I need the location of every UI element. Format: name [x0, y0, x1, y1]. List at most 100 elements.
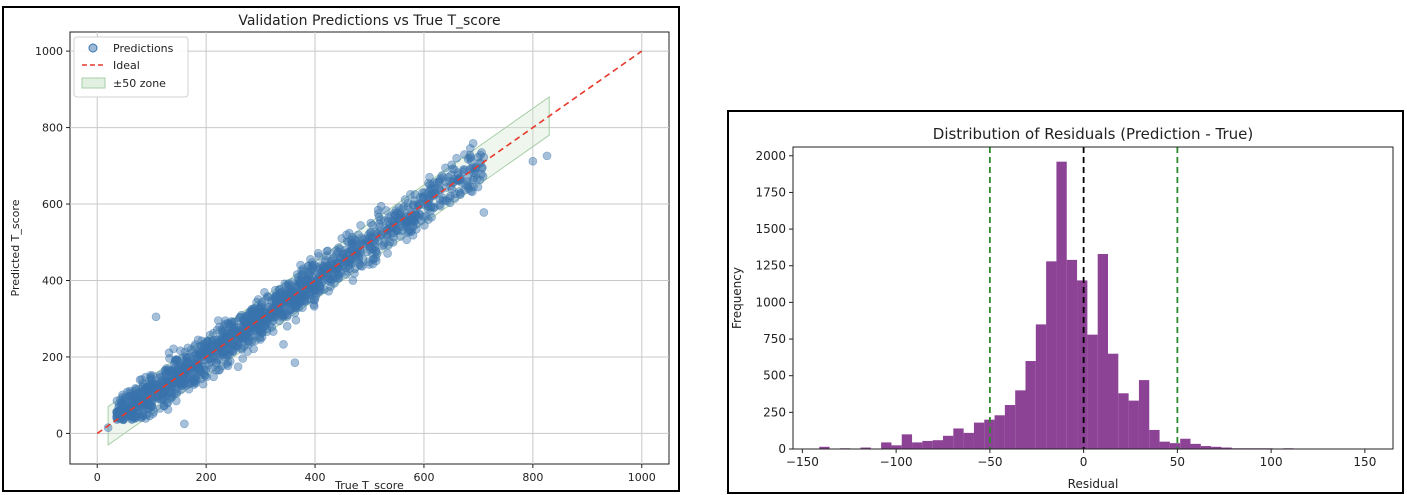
histogram-bar	[1087, 334, 1098, 449]
scatter-point	[313, 263, 322, 272]
scatter-point	[126, 391, 135, 401]
scatter-point	[468, 139, 478, 148]
scatter-point	[265, 313, 275, 323]
scatter-point	[424, 178, 433, 188]
scatter-point	[460, 150, 469, 159]
scatter-point	[348, 276, 358, 285]
scatter-point	[131, 394, 141, 404]
scatter-point	[409, 201, 419, 211]
scatter-point	[220, 316, 230, 325]
scatter-point	[478, 172, 488, 181]
scatter-point	[212, 325, 222, 335]
histogram-bar	[922, 440, 933, 449]
scatter-point	[321, 255, 330, 265]
scatter-point	[373, 209, 383, 218]
histogram-bar	[901, 434, 913, 449]
scatter-point	[204, 360, 213, 370]
scatter-point	[400, 195, 410, 204]
scatter-point	[148, 371, 157, 380]
scatter-point	[151, 312, 161, 322]
scatter-point	[292, 279, 302, 289]
y-tick-label: 1750	[755, 185, 786, 199]
scatter-point	[386, 211, 396, 221]
scatter-point	[460, 165, 470, 174]
scatter-point	[271, 291, 280, 301]
scatter-point	[294, 295, 303, 304]
scatter-point	[170, 369, 180, 378]
scatter-point	[188, 375, 198, 385]
histogram-bar	[1190, 443, 1201, 449]
scatter-point	[436, 174, 445, 184]
scatter-point	[258, 303, 267, 312]
scatter-point	[183, 343, 193, 353]
scatter-point	[163, 405, 173, 414]
scatter-point	[415, 210, 425, 219]
scatter-point	[202, 372, 211, 382]
histogram-bar	[819, 446, 830, 449]
scatter-point	[193, 335, 203, 345]
histogram-bar	[1128, 400, 1139, 449]
scatter-point	[296, 260, 305, 270]
scatter-point	[249, 304, 258, 314]
scatter-point	[304, 289, 314, 299]
scatter-point	[328, 264, 337, 274]
histogram-bar	[943, 435, 954, 449]
scatter-point	[137, 413, 146, 423]
scatter-point	[142, 410, 151, 420]
scatter-point	[264, 302, 273, 312]
x-tick-label: 600	[413, 471, 434, 484]
scatter-point	[264, 292, 273, 302]
scatter-point	[424, 194, 433, 203]
histogram-bar	[1138, 380, 1150, 449]
scatter-point	[418, 192, 428, 201]
scatter-point	[270, 310, 279, 320]
scatter-point	[278, 287, 287, 297]
histogram-bar	[881, 442, 892, 449]
scatter-point	[305, 278, 315, 288]
plot-area	[792, 146, 1394, 450]
scatter-point	[319, 265, 329, 274]
histogram-bar	[1046, 261, 1057, 449]
scatter-point	[314, 280, 324, 290]
scatter-point	[312, 288, 321, 298]
scatter-point	[444, 172, 453, 182]
scatter-point	[319, 262, 329, 271]
y-tick-label: 1250	[755, 259, 786, 273]
scatter-point	[426, 201, 436, 211]
x-tick-label: −100	[880, 455, 913, 469]
histogram-bar	[860, 447, 871, 449]
scatter-point	[280, 279, 290, 289]
scatter-point	[295, 279, 305, 289]
scatter-point	[342, 236, 352, 246]
scatter-point	[361, 234, 370, 244]
scatter-point	[346, 255, 355, 265]
scatter-point	[349, 238, 358, 247]
scatter-point	[211, 365, 221, 375]
scatter-point	[254, 324, 264, 333]
scatter-point	[153, 380, 163, 390]
scatter-point	[288, 288, 298, 297]
scatter-point	[465, 144, 475, 153]
scatter-point	[210, 341, 219, 351]
histogram-bar	[1077, 280, 1088, 449]
scatter-point	[244, 339, 254, 349]
scatter-point	[291, 315, 301, 325]
scatter-point	[438, 196, 448, 205]
scatter-point	[121, 399, 130, 409]
x-tick-label: 800	[522, 471, 543, 484]
scatter-point	[356, 221, 365, 230]
histogram-bar	[912, 442, 923, 449]
scatter-point	[326, 277, 335, 287]
scatter-point	[410, 190, 420, 199]
scatter-point	[399, 202, 409, 212]
chart-title: Distribution of Residuals (Prediction - …	[933, 125, 1253, 143]
scatter-point	[182, 353, 192, 363]
y-axis-label: Frequency	[730, 267, 744, 329]
scatter-point	[322, 247, 332, 256]
x-axis-label: Residual	[1068, 477, 1119, 491]
scatter-point	[180, 419, 189, 429]
scatter-chart: Validation Predictions vs True T_score 0 2…	[9, 13, 670, 490]
scatter-point	[120, 393, 130, 402]
legend: Predictions Ideal ±50 zone	[73, 36, 189, 98]
histogram-bar	[973, 422, 985, 449]
